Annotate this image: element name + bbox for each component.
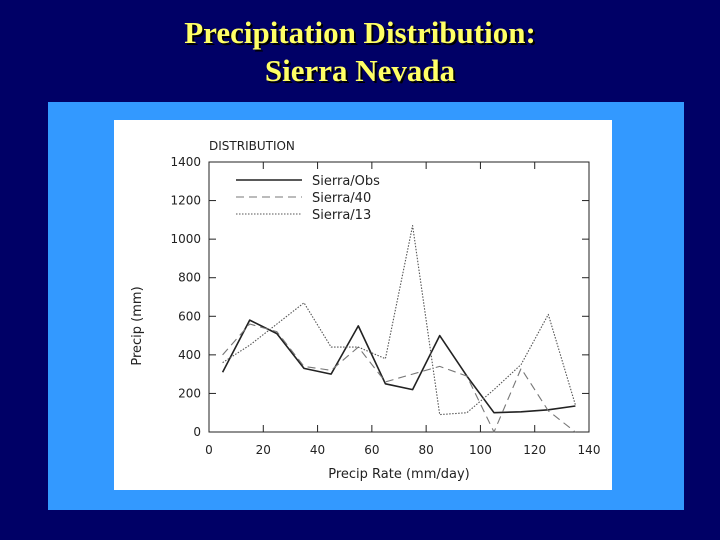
legend-label-sierra-13: Sierra/13 <box>312 208 371 223</box>
x-tick-label: 140 <box>578 443 601 457</box>
y-tick-label: 1200 <box>170 194 201 208</box>
x-tick-label: 0 <box>205 443 213 457</box>
x-tick-label: 20 <box>256 443 271 457</box>
legend: Sierra/Obs Sierra/40 Sierra/13 <box>236 174 380 223</box>
x-tick-label: 80 <box>419 443 434 457</box>
slide-title-line-2: Sierra Nevada <box>264 53 456 88</box>
x-tick-label: 100 <box>469 443 492 457</box>
slide-title-line-1: Precipitation Distribution: <box>184 15 536 50</box>
plot-frame <box>208 161 590 433</box>
x-tick-label: 40 <box>310 443 325 457</box>
x-axis-label: Precip Rate (mm/day) <box>328 467 470 482</box>
x-tick-label: 60 <box>364 443 379 457</box>
series-line-sierra-40 <box>222 323 576 433</box>
y-tick-label: 400 <box>178 348 201 362</box>
series-line-sierra-obs <box>221 319 576 414</box>
series-line-sierra-13 <box>222 225 576 416</box>
legend-label-sierra-40: Sierra/40 <box>312 191 371 206</box>
slide-title: Precipitation Distribution: Sierra Nevad… <box>0 14 720 90</box>
legend-label-sierra-obs: Sierra/Obs <box>312 174 380 189</box>
precip-distribution-chart: DISTRIBUTION Precip Rate (mm/day) Precip… <box>130 139 600 482</box>
plot-card: DISTRIBUTION Precip Rate (mm/day) Precip… <box>114 120 612 490</box>
y-tick-label: 1000 <box>170 232 201 246</box>
y-tick-label: 800 <box>178 271 201 285</box>
x-tick-label: 120 <box>523 443 546 457</box>
y-tick-label: 0 <box>193 425 201 439</box>
series-lines <box>221 225 576 433</box>
y-tick-label: 1400 <box>170 155 201 169</box>
chart-title: DISTRIBUTION <box>209 139 295 153</box>
y-tick-label: 600 <box>178 309 201 323</box>
y-axis-label: Precip (mm) <box>130 286 145 365</box>
y-tick-label: 200 <box>178 386 201 400</box>
axes: 0 20 40 60 80 100 120 1400200400600800100012001… <box>170 155 600 457</box>
